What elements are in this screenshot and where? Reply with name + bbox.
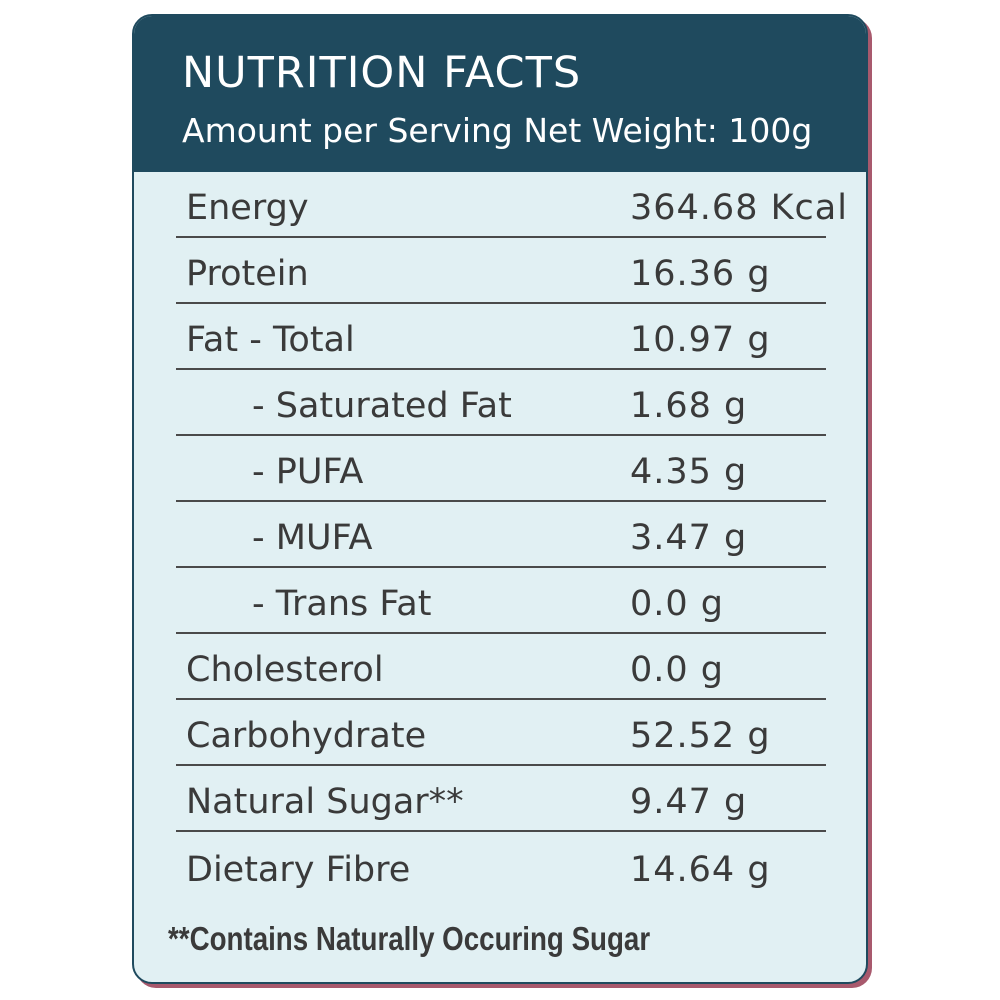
nutrient-value: 52.52 g xyxy=(630,716,771,756)
nutrient-row-mufa: - MUFA 3.47 g xyxy=(176,502,826,568)
nutrient-row-pufa: - PUFA 4.35 g xyxy=(176,436,826,502)
sugar-footnote: **Contains Naturally Occuring Sugar xyxy=(168,920,651,957)
nutrient-label: Fat - Total xyxy=(186,320,355,360)
nutrient-label: Cholesterol xyxy=(186,650,384,690)
nutrient-label: - MUFA xyxy=(252,518,373,558)
nutrient-value: 16.36 g xyxy=(630,254,771,294)
nutrient-row-fat-total: Fat - Total 10.97 g xyxy=(176,304,826,370)
nutrient-label: Carbohydrate xyxy=(186,716,427,756)
nutrient-value: 10.97 g xyxy=(630,320,771,360)
nutrient-value: 14.64 g xyxy=(630,850,771,890)
nutrient-label: Natural Sugar** xyxy=(186,782,464,822)
nutrient-row-natural-sugar: Natural Sugar** 9.47 g xyxy=(176,766,826,832)
nutrient-value: 0.0 g xyxy=(630,584,725,624)
serving-info: Amount per Serving Net Weight: 100g xyxy=(182,111,813,150)
nutrient-row-protein: Protein 16.36 g xyxy=(176,238,826,304)
nutrient-label: Protein xyxy=(186,254,309,294)
nutrient-row-energy: Energy 364.68 Kcal xyxy=(176,172,847,238)
nutrient-row-dietary-fibre: Dietary Fibre 14.64 g xyxy=(176,832,826,898)
nutrient-label: Energy xyxy=(186,188,309,228)
nutrient-row-cholesterol: Cholesterol 0.0 g xyxy=(176,634,826,700)
nutrient-row-trans-fat: - Trans Fat 0.0 g xyxy=(176,568,826,634)
panel-title: NUTRITION FACTS xyxy=(182,48,582,98)
nutrient-value: 3.47 g xyxy=(630,518,748,558)
nutrient-label: - PUFA xyxy=(252,452,364,492)
nutrition-facts-panel: NUTRITION FACTS Amount per Serving Net W… xyxy=(132,14,868,984)
nutrient-row-saturated-fat: - Saturated Fat 1.68 g xyxy=(176,370,826,436)
nutrient-table: Energy 364.68 Kcal Protein 16.36 g Fat -… xyxy=(134,172,866,898)
nutrient-value: 9.47 g xyxy=(630,782,748,822)
nutrient-value: 4.35 g xyxy=(630,452,748,492)
nutrient-value: 364.68 Kcal xyxy=(630,188,848,228)
nutrient-label: Dietary Fibre xyxy=(186,850,411,890)
nutrient-value: 0.0 g xyxy=(630,650,725,690)
nutrition-header: NUTRITION FACTS Amount per Serving Net W… xyxy=(134,16,866,172)
nutrient-row-carbohydrate: Carbohydrate 52.52 g xyxy=(176,700,826,766)
nutrient-value: 1.68 g xyxy=(630,386,748,426)
nutrient-label: - Saturated Fat xyxy=(252,386,512,426)
nutrient-label: - Trans Fat xyxy=(252,584,432,624)
